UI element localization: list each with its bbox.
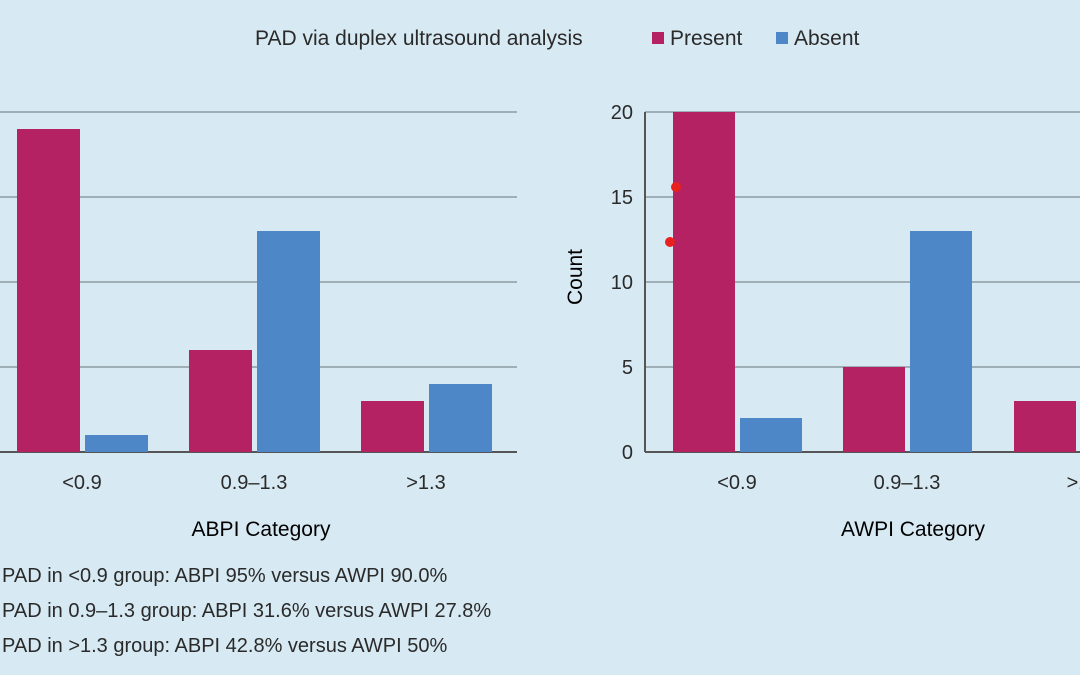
bar-absent-2	[429, 384, 492, 452]
x-tick-label: 0.9–1.3	[874, 472, 941, 494]
note-line: PAD in <0.9 group: ABPI 95% versus AWPI …	[2, 565, 448, 587]
x-tick-label: 0.9–1.3	[221, 472, 288, 494]
bar-absent-1	[910, 231, 972, 452]
bar-absent-0	[740, 418, 802, 452]
bar-present-0	[673, 112, 735, 452]
y-tick-label: 5	[622, 357, 633, 379]
note-line: PAD in 0.9–1.3 group: ABPI 31.6% versus …	[2, 600, 492, 622]
bar-present-0	[17, 129, 80, 452]
y-tick-label: 15	[611, 187, 633, 209]
bar-absent-0	[85, 435, 148, 452]
awpi-chart: 0 5 10 15 20 <0.9 0.9–1.3 >1	[611, 102, 1080, 494]
abpi-chart: <0.9 0.9–1.3 >1.3	[0, 111, 517, 494]
bar-present-2	[361, 401, 424, 452]
bar-present-1	[189, 350, 252, 452]
legend-title: PAD via duplex ultrasound analysis	[255, 27, 583, 50]
legend-absent-swatch	[776, 32, 788, 44]
annotation-dot	[665, 237, 675, 247]
x-tick-label: >1	[1067, 472, 1080, 494]
note-line: PAD in >1.3 group: ABPI 42.8% versus AWP…	[2, 635, 448, 657]
x-tick-label: <0.9	[62, 472, 101, 494]
y-tick-label: 10	[611, 272, 633, 294]
y-tick-label: 0	[622, 442, 633, 464]
bar-absent-1	[257, 231, 320, 452]
x-tick-label: <0.9	[717, 472, 756, 494]
abpi-x-axis-label: ABPI Category	[192, 518, 331, 541]
awpi-y-axis-label: Count	[564, 249, 587, 305]
awpi-x-axis-label: AWPI Category	[841, 518, 985, 541]
legend-absent-label: Absent	[794, 27, 860, 50]
legend-present-swatch	[652, 32, 664, 44]
bar-present-1	[843, 367, 905, 452]
x-tick-label: >1.3	[406, 472, 445, 494]
bar-present-2	[1014, 401, 1076, 452]
annotation-dot	[671, 182, 681, 192]
legend-present-label: Present	[670, 27, 743, 50]
y-tick-label: 20	[611, 102, 633, 124]
